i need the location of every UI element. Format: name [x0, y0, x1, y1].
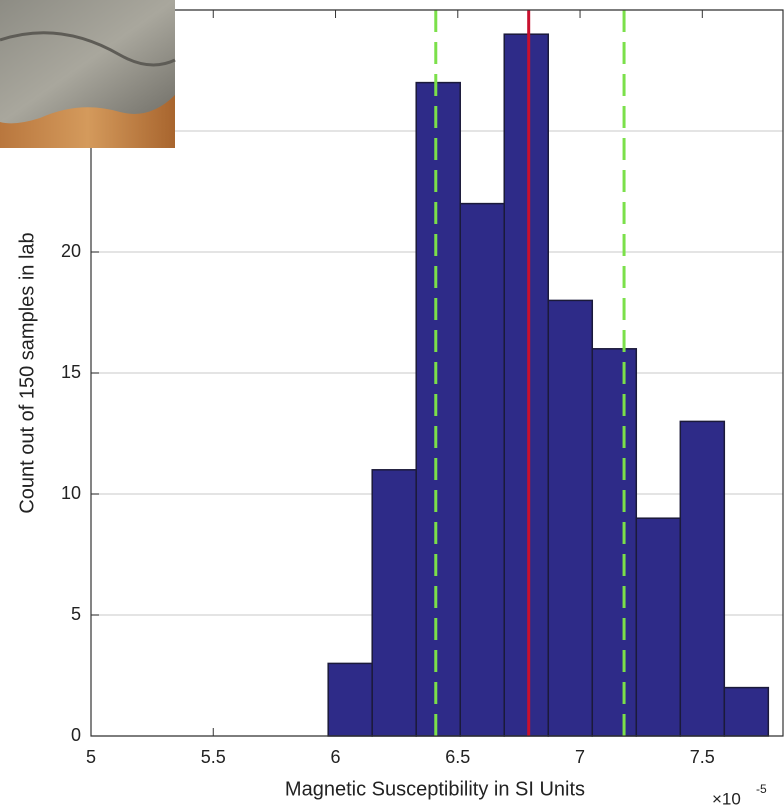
- y-tick-label: 10: [61, 483, 81, 503]
- x-tick-label: 5.5: [201, 747, 226, 767]
- x-tick-label: 5: [86, 747, 96, 767]
- bar: [504, 34, 548, 736]
- x-tick-label: 6.5: [445, 747, 470, 767]
- bar: [416, 83, 460, 736]
- x-exponent: -5: [756, 782, 767, 796]
- y-tick-label: 0: [71, 725, 81, 745]
- bar: [592, 349, 636, 736]
- chart: 05101520253055.566.577.5 Magnetic Suscep…: [0, 0, 784, 811]
- x-multiplier: ×10: [712, 789, 741, 808]
- bar: [460, 204, 504, 736]
- x-tick-label: 7: [575, 747, 585, 767]
- bar: [636, 518, 680, 736]
- y-tick-label: 20: [61, 241, 81, 261]
- x-axis-label: Magnetic Susceptibility in SI Units: [285, 778, 585, 800]
- y-tick-label: 5: [71, 604, 81, 624]
- x-tick-label: 6: [331, 747, 341, 767]
- x-tick-label: 7.5: [690, 747, 715, 767]
- y-axis-label: Count out of 150 samples in lab: [16, 232, 38, 513]
- bar: [372, 470, 416, 736]
- bar: [328, 663, 372, 736]
- y-tick-label: 15: [61, 362, 81, 382]
- bar: [680, 421, 724, 736]
- inset-photo: [0, 0, 175, 148]
- bar: [548, 300, 592, 736]
- bar: [724, 688, 768, 736]
